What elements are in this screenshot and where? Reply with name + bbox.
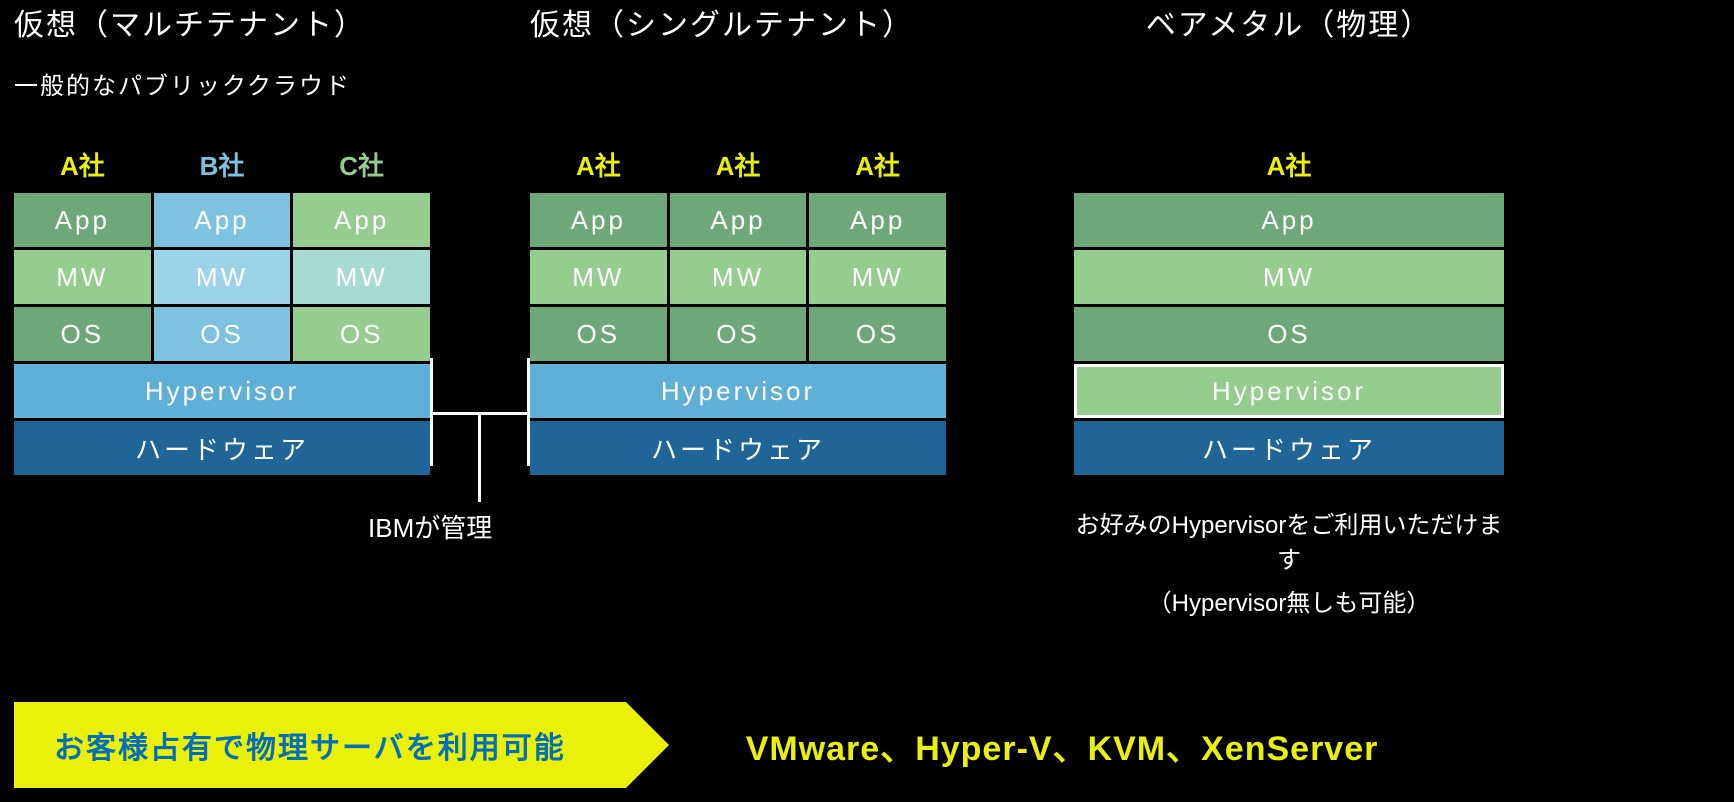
cell-app: App bbox=[154, 193, 291, 247]
hypervisor-bar: Hypervisor bbox=[14, 364, 430, 418]
cell-mw: MW bbox=[530, 250, 667, 304]
cell-mw: MW bbox=[293, 250, 430, 304]
hardware-bar: ハードウェア bbox=[530, 421, 946, 475]
bare-note-1: お好みのHypervisorをご利用いただけます bbox=[1074, 505, 1504, 575]
tenant-label-b: B社 bbox=[154, 146, 291, 193]
footer: お客様占有で物理サーバを利用可能 VMware、Hyper-V、KVM、XenS… bbox=[14, 702, 1720, 788]
cell-os: OS bbox=[809, 307, 946, 361]
tenant-stack-a: App MW OS bbox=[14, 193, 151, 361]
tenant-stack: App MW OS bbox=[809, 193, 946, 361]
col3-stacks: A社 App MW OS Hypervisor ハードウェア お好みのHyper… bbox=[1074, 146, 1504, 618]
hypervisor-bar: Hypervisor bbox=[530, 364, 946, 418]
tenant-stack: App MW OS bbox=[1074, 193, 1504, 361]
cell-os: OS bbox=[1074, 307, 1504, 361]
tenant-label-a: A社 bbox=[530, 146, 667, 193]
cell-app: App bbox=[530, 193, 667, 247]
cell-os: OS bbox=[154, 307, 291, 361]
cell-os: OS bbox=[530, 307, 667, 361]
cell-app: App bbox=[14, 193, 151, 247]
cell-mw: MW bbox=[809, 250, 946, 304]
col-multi-tenant: 仮想（マルチテナント） 一般的なパブリッククラウド bbox=[14, 0, 430, 101]
tenant-label-c: C社 bbox=[293, 146, 430, 193]
col1-stacks: A社 B社 C社 App MW OS App MW OS App MW OS H… bbox=[14, 146, 430, 475]
hardware-bar: ハードウェア bbox=[14, 421, 430, 475]
hardware-bar: ハードウェア bbox=[1074, 421, 1504, 475]
cell-os: OS bbox=[293, 307, 430, 361]
footer-left-text: お客様占有で物理サーバを利用可能 bbox=[54, 723, 566, 767]
col-single-tenant: 仮想（シングルテナント） bbox=[530, 0, 946, 44]
connector-label: IBMが管理 bbox=[368, 508, 492, 545]
col-bare-metal: ベアメタル（物理） bbox=[1074, 0, 1504, 44]
cell-mw: MW bbox=[1074, 250, 1504, 304]
tenant-stack: App MW OS bbox=[530, 193, 667, 361]
cell-app: App bbox=[809, 193, 946, 247]
footer-left-banner: お客様占有で物理サーバを利用可能 bbox=[14, 702, 626, 788]
cell-mw: MW bbox=[154, 250, 291, 304]
col1-subtitle: 一般的なパブリッククラウド bbox=[14, 66, 430, 101]
cell-os: OS bbox=[670, 307, 807, 361]
tenant-stack-c: App MW OS bbox=[293, 193, 430, 361]
col2-title: 仮想（シングルテナント） bbox=[530, 0, 946, 44]
cell-app: App bbox=[670, 193, 807, 247]
tenant-label-a: A社 bbox=[670, 146, 807, 193]
cell-app: App bbox=[293, 193, 430, 247]
cell-app: App bbox=[1074, 193, 1504, 247]
tenant-stack-b: App MW OS bbox=[154, 193, 291, 361]
connector-line bbox=[478, 412, 481, 502]
cell-os: OS bbox=[14, 307, 151, 361]
tenant-label-a: A社 bbox=[809, 146, 946, 193]
col1-title: 仮想（マルチテナント） bbox=[14, 0, 430, 44]
footer-right-text: VMware、Hyper-V、KVM、XenServer bbox=[746, 721, 1379, 770]
tenant-label-a: A社 bbox=[14, 146, 151, 193]
bare-note-2: （Hypervisor無しも可能） bbox=[1074, 583, 1504, 618]
tenant-stack: App MW OS bbox=[670, 193, 807, 361]
col2-stacks: A社 A社 A社 App MW OS App MW OS App MW OS H… bbox=[530, 146, 946, 475]
hypervisor-bar: Hypervisor bbox=[1074, 364, 1504, 418]
cell-mw: MW bbox=[670, 250, 807, 304]
col3-title: ベアメタル（物理） bbox=[1074, 0, 1504, 44]
cell-mw: MW bbox=[14, 250, 151, 304]
tenant-label-a: A社 bbox=[1074, 146, 1504, 193]
